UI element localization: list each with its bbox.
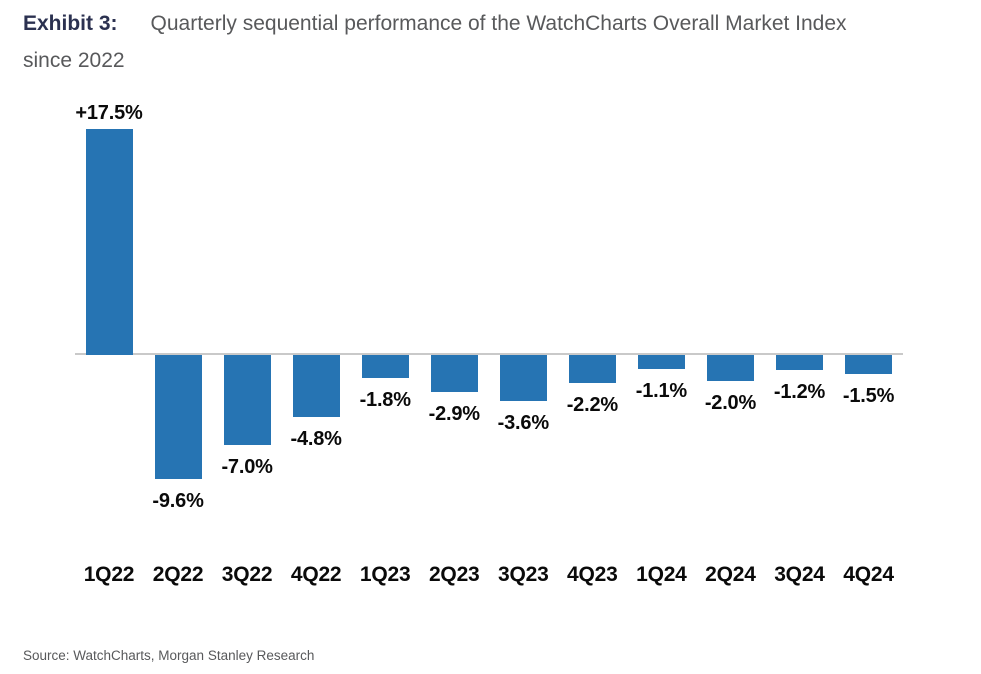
x-label-1q23: 1Q23 [359,563,411,586]
value-label-2q24: -2.0% [704,392,757,414]
x-label-2q22: 2Q22 [152,563,204,586]
value-label-1q24: -1.1% [635,380,688,402]
bar-1q23 [361,355,409,378]
value-label-3q24: -1.2% [773,381,826,403]
bar-4q23 [568,355,616,383]
x-label-3q24: 3Q24 [774,563,825,586]
value-label-1q23: -1.8% [359,389,411,411]
title-line2: since 2022 [23,49,125,72]
page-title: Exhibit 3: Quarterly sequential performan… [23,5,925,79]
bar-1q24 [637,355,685,369]
x-label-4q23: 4Q23 [567,563,618,586]
value-label-2q22: -9.6% [152,490,204,512]
x-label-3q23: 3Q23 [498,563,549,586]
x-label-1q22: 1Q22 [83,563,135,586]
x-label-4q24: 4Q24 [843,563,894,586]
bar-3q22 [223,355,271,445]
bar-1q22 [85,129,133,355]
x-label-2q23: 2Q23 [428,563,480,586]
x-label-4q22: 4Q22 [290,563,342,586]
x-label-3q22: 3Q22 [221,563,273,586]
bar-4q24 [845,355,893,374]
value-label-3q23: -3.6% [497,412,549,434]
zero-axis-line [75,353,903,355]
title-line1: Exhibit 3: Quarterly sequential performan… [23,5,925,42]
bar-4q22 [292,355,340,417]
title-text: Quarterly sequential performance of the … [150,12,847,35]
x-label-1q24: 1Q24 [636,563,687,586]
value-label-4q24: -1.5% [842,385,895,407]
value-label-4q22: -4.8% [290,428,342,450]
bar-2q23 [430,355,478,392]
exhibit-label: Exhibit 3: [23,12,118,35]
x-label-2q24: 2Q24 [705,563,756,586]
bar-3q24 [776,355,823,370]
bar-2q24 [706,355,754,381]
value-label-3q22: -7.0% [221,456,273,478]
source-note: Source: WatchCharts, Morgan Stanley Rese… [23,648,315,663]
bar-3q23 [499,355,547,401]
value-label-4q23: -2.2% [566,394,618,416]
value-label-2q23: -2.9% [428,403,480,425]
value-label-1q22: +17.5% [75,102,143,124]
bar-2q22 [154,355,202,479]
